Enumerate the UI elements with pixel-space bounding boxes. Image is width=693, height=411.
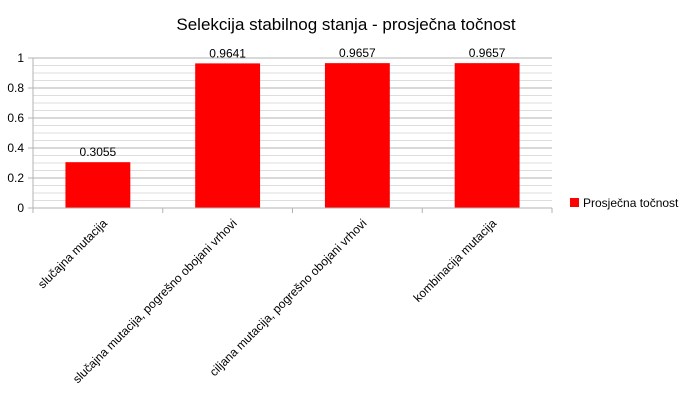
y-tick-label: 1 bbox=[17, 51, 24, 65]
y-tick-label: 0 bbox=[17, 201, 24, 215]
data-label: 0.9657 bbox=[339, 46, 376, 60]
data-label: 0.9641 bbox=[209, 46, 246, 60]
y-tick-label: 0.2 bbox=[7, 171, 24, 185]
bar bbox=[454, 63, 520, 208]
y-tick-label: 0.8 bbox=[7, 81, 24, 95]
legend: Prosječna točnost bbox=[570, 196, 679, 210]
data-label: 0.3055 bbox=[80, 145, 117, 159]
legend-swatch bbox=[570, 198, 579, 207]
data-label: 0.9657 bbox=[469, 46, 506, 60]
bar bbox=[195, 63, 261, 209]
bar bbox=[324, 63, 390, 208]
chart-title: Selekcija stabilnog stanja - prosječna t… bbox=[176, 15, 516, 34]
legend-label: Prosječna točnost bbox=[583, 196, 679, 210]
data-labels: 0.3055 0.9641 0.9657 0.9657 bbox=[80, 46, 506, 159]
x-tick-label: kombinacija mutacija bbox=[411, 216, 500, 305]
bars bbox=[65, 63, 520, 209]
y-tick-label: 0.4 bbox=[7, 141, 24, 155]
x-tick-label: ciljana mutacija, pogrešno obojani vrhov… bbox=[207, 216, 370, 379]
bar bbox=[65, 162, 131, 208]
y-tick-label: 0.6 bbox=[7, 111, 24, 125]
x-tick-label: slučajna mutacija bbox=[35, 216, 110, 291]
